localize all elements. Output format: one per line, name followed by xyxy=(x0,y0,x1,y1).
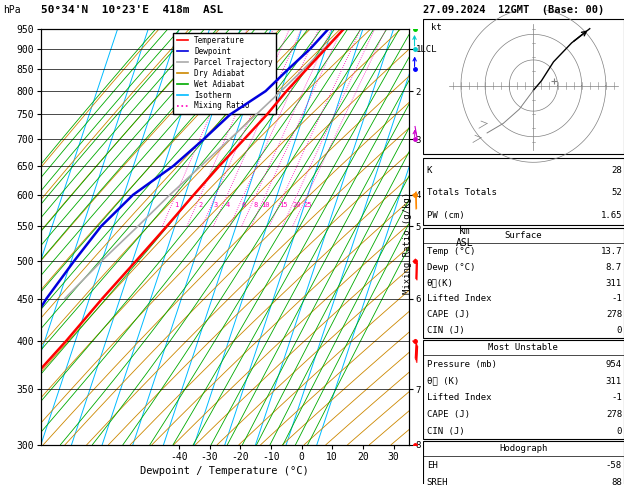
Text: 25: 25 xyxy=(303,202,312,208)
Text: 0: 0 xyxy=(616,427,622,435)
FancyBboxPatch shape xyxy=(423,227,624,338)
Text: 278: 278 xyxy=(606,310,622,319)
Text: Dewp (°C): Dewp (°C) xyxy=(426,263,475,272)
Text: 4: 4 xyxy=(225,202,230,208)
Text: Most Unstable: Most Unstable xyxy=(488,343,559,352)
Text: 27.09.2024  12GMT  (Base: 00): 27.09.2024 12GMT (Base: 00) xyxy=(423,5,604,15)
Text: hPa: hPa xyxy=(3,5,21,15)
Text: 28: 28 xyxy=(611,166,622,175)
Text: kt: kt xyxy=(431,23,442,32)
Text: 88: 88 xyxy=(611,478,622,486)
Text: Temp (°C): Temp (°C) xyxy=(426,247,475,256)
Text: Pressure (mb): Pressure (mb) xyxy=(426,360,496,369)
Text: 1.65: 1.65 xyxy=(601,211,622,220)
FancyBboxPatch shape xyxy=(423,19,624,154)
Text: Hodograph: Hodograph xyxy=(499,444,547,453)
Text: EH: EH xyxy=(426,461,437,470)
Text: 13.7: 13.7 xyxy=(601,247,622,256)
Text: 954: 954 xyxy=(606,360,622,369)
FancyBboxPatch shape xyxy=(423,158,624,226)
Text: 3: 3 xyxy=(214,202,218,208)
Text: K: K xyxy=(426,166,432,175)
Text: Totals Totals: Totals Totals xyxy=(426,188,496,197)
Text: -1: -1 xyxy=(611,393,622,402)
Text: -1: -1 xyxy=(611,295,622,303)
Text: CIN (J): CIN (J) xyxy=(426,427,464,435)
FancyBboxPatch shape xyxy=(423,441,624,486)
Text: θᴜ (K): θᴜ (K) xyxy=(426,377,459,385)
Text: 8.7: 8.7 xyxy=(606,263,622,272)
Y-axis label: km
ASL: km ASL xyxy=(456,226,474,248)
Text: -58: -58 xyxy=(606,461,622,470)
Text: 311: 311 xyxy=(606,377,622,385)
Text: Surface: Surface xyxy=(504,230,542,240)
Text: 50°34'N  10°23'E  418m  ASL: 50°34'N 10°23'E 418m ASL xyxy=(41,5,223,15)
Text: Mixing Ratio (g/kg): Mixing Ratio (g/kg) xyxy=(403,192,412,294)
Text: 10: 10 xyxy=(262,202,270,208)
Text: CAPE (J): CAPE (J) xyxy=(426,410,470,419)
X-axis label: Dewpoint / Temperature (°C): Dewpoint / Temperature (°C) xyxy=(140,466,309,476)
Text: Lifted Index: Lifted Index xyxy=(426,393,491,402)
Text: 15: 15 xyxy=(279,202,288,208)
FancyBboxPatch shape xyxy=(423,340,624,438)
Text: 278: 278 xyxy=(606,410,622,419)
Text: 1: 1 xyxy=(174,202,178,208)
Text: 20: 20 xyxy=(292,202,301,208)
Text: 8: 8 xyxy=(254,202,258,208)
Text: 0: 0 xyxy=(616,326,622,335)
Text: CIN (J): CIN (J) xyxy=(426,326,464,335)
Text: θᴜ(K): θᴜ(K) xyxy=(426,278,454,288)
Text: 52: 52 xyxy=(611,188,622,197)
Text: CAPE (J): CAPE (J) xyxy=(426,310,470,319)
Text: 311: 311 xyxy=(606,278,622,288)
Text: 6: 6 xyxy=(242,202,246,208)
Text: 2: 2 xyxy=(199,202,203,208)
Text: PW (cm): PW (cm) xyxy=(426,211,464,220)
Text: SREH: SREH xyxy=(426,478,448,486)
Legend: Temperature, Dewpoint, Parcel Trajectory, Dry Adiabat, Wet Adiabat, Isotherm, Mi: Temperature, Dewpoint, Parcel Trajectory… xyxy=(174,33,276,114)
Text: Lifted Index: Lifted Index xyxy=(426,295,491,303)
